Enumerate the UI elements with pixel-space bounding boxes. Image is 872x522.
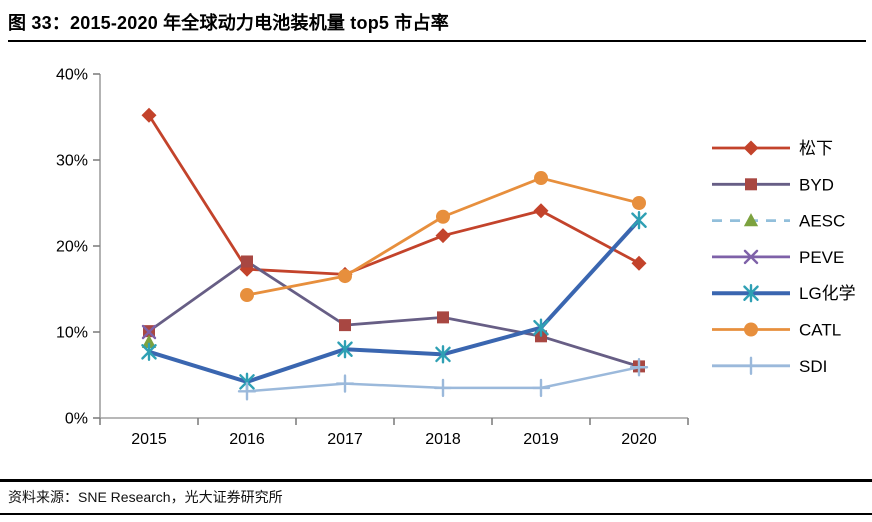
legend-byd-label: BYD xyxy=(799,175,834,194)
legend-sdi-label: SDI xyxy=(799,357,827,376)
legend-panasonic-marker xyxy=(743,140,759,156)
legend-panasonic-label: 松下 xyxy=(799,139,833,158)
legend-catl-label: CATL xyxy=(799,321,841,340)
series-catl-marker xyxy=(436,209,450,224)
y-tick-label: 40% xyxy=(56,67,88,84)
y-tick-label: 10% xyxy=(56,325,88,342)
series-sdi-marker xyxy=(531,378,551,398)
y-tick-label: 0% xyxy=(65,411,88,428)
series-lg-chem-marker xyxy=(141,342,157,361)
series-byd-line xyxy=(148,260,640,368)
series-sdi-marker xyxy=(433,378,453,398)
series-panasonic-marker xyxy=(631,255,647,271)
series-lg-chem-marker xyxy=(435,345,451,364)
series-panasonic-marker xyxy=(533,203,549,219)
series-peve-marker xyxy=(141,324,157,340)
source-note: 资料来源：SNE Research，光大证券研究所 xyxy=(8,489,283,505)
legend-sdi-marker xyxy=(741,356,761,375)
series-sdi-marker xyxy=(335,374,355,393)
series-lg-chem-line xyxy=(148,218,641,384)
bottom-border xyxy=(0,513,872,515)
legend-byd-marker xyxy=(745,178,757,191)
series-aesc-marker xyxy=(141,334,157,348)
figure-title: 图 33：2015-2020 年全球动力电池装机量 top5 市占率 xyxy=(8,13,449,33)
x-tick-label: 2020 xyxy=(621,431,657,448)
x-tick-label: 2017 xyxy=(327,431,363,448)
series-byd-marker xyxy=(339,319,351,332)
legend-peve-marker xyxy=(743,249,759,265)
x-tick-label: 2019 xyxy=(523,431,559,448)
title-underline xyxy=(8,40,866,42)
x-tick-label: 2016 xyxy=(229,431,265,448)
series-lg-chem-marker xyxy=(533,318,549,337)
x-tick-label: 2015 xyxy=(131,431,167,448)
legend-lg-chem-label: LG化学 xyxy=(799,284,856,303)
footer-divider xyxy=(0,479,872,482)
legend-aesc-label: AESC xyxy=(799,212,845,231)
series-byd-marker xyxy=(241,255,253,268)
y-tick-label: 30% xyxy=(56,153,88,170)
series-panasonic-marker xyxy=(435,228,451,244)
legend-aesc-marker xyxy=(743,213,759,227)
series-sdi-marker xyxy=(237,382,257,401)
series-lg-chem-marker xyxy=(631,211,647,230)
series-panasonic-marker xyxy=(141,107,157,123)
series-lg-chem-marker xyxy=(337,340,353,359)
legend-peve-label: PEVE xyxy=(799,248,844,267)
series-byd-marker xyxy=(437,311,449,324)
series-catl-marker xyxy=(338,269,352,284)
series-catl-marker xyxy=(632,196,646,210)
legend-lg-chem-marker xyxy=(743,284,759,303)
x-tick-label: 2018 xyxy=(425,431,461,448)
series-catl-marker xyxy=(240,288,254,303)
legend-catl-marker xyxy=(744,322,758,337)
y-tick-label: 20% xyxy=(56,239,88,256)
series-catl-marker xyxy=(534,171,548,186)
series-sdi-marker xyxy=(629,358,649,377)
series-panasonic-line xyxy=(147,114,640,276)
